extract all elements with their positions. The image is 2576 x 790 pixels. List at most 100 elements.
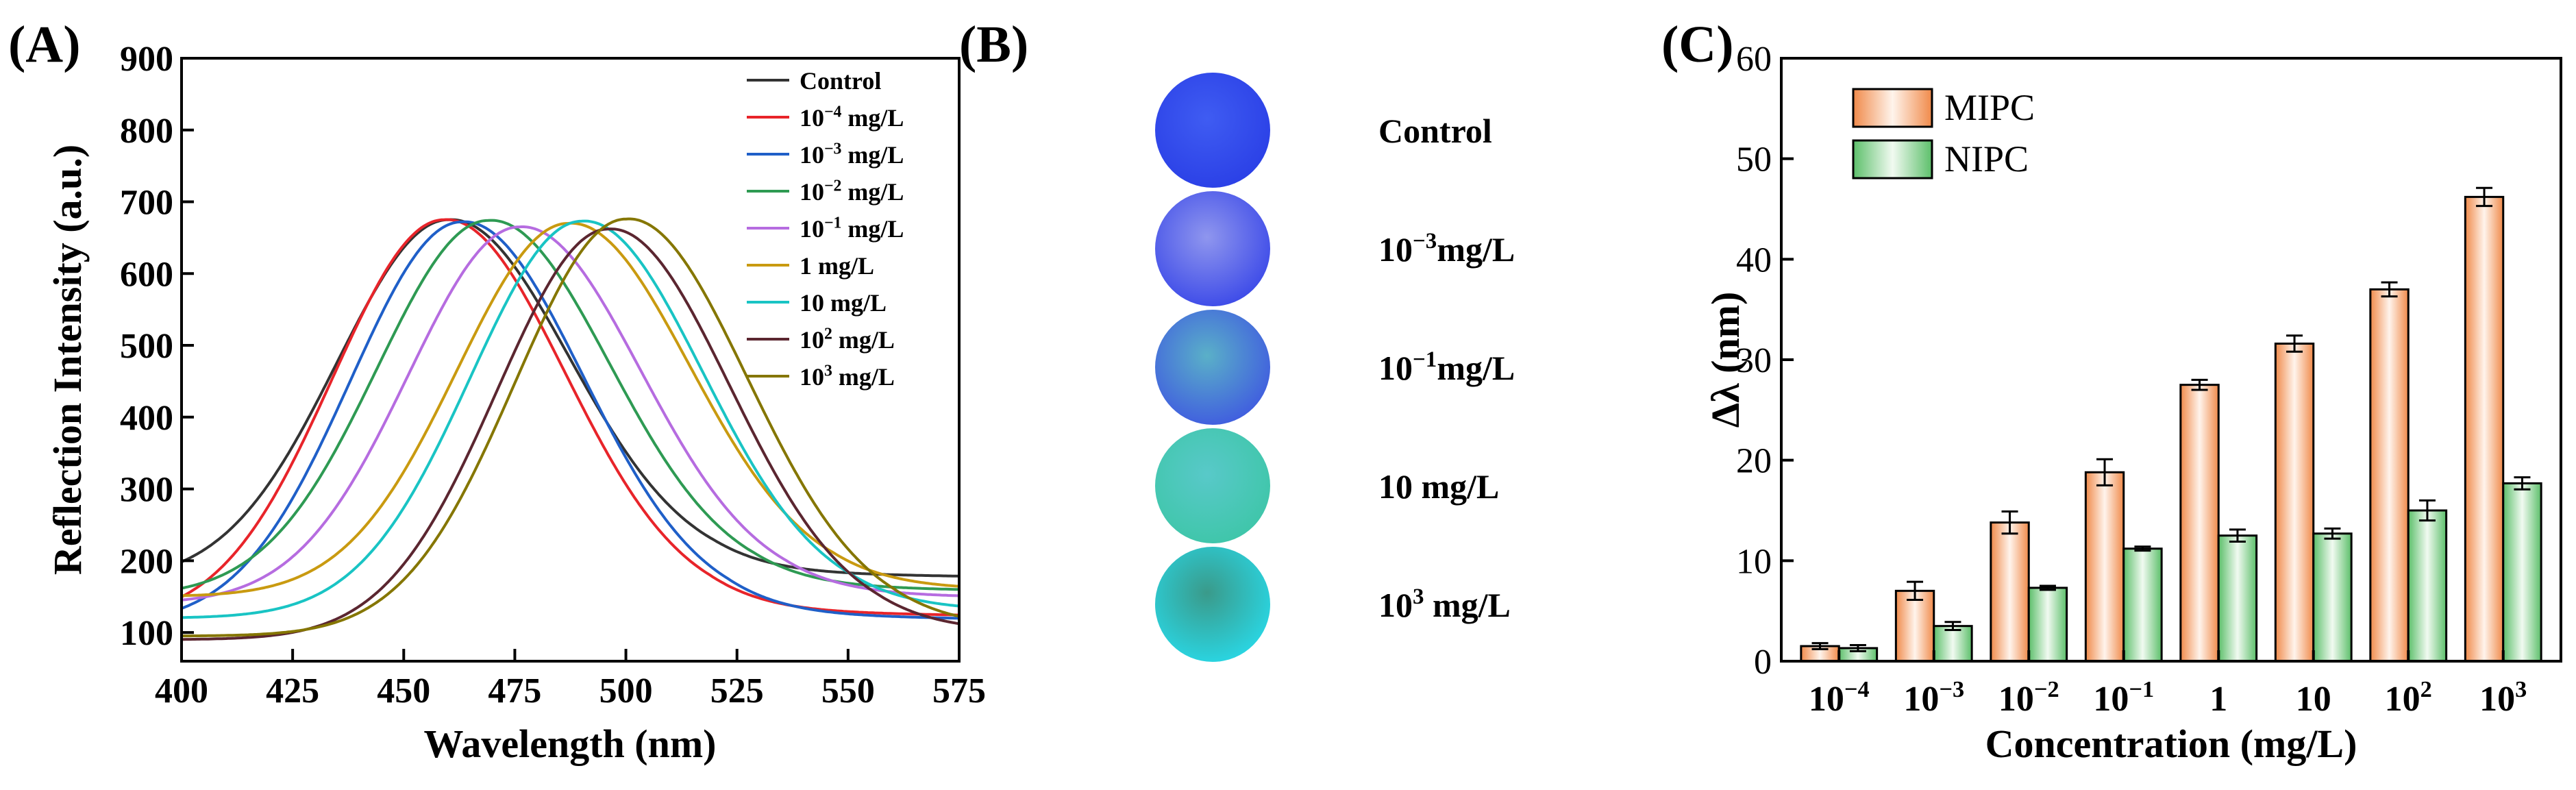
y-tick-label: 30 xyxy=(1736,341,1772,380)
x-tick-label-7: 103 xyxy=(2479,676,2527,719)
sample-image-0 xyxy=(1155,73,1270,188)
legend-entry-0: Control xyxy=(800,67,881,95)
legend-entry-nipc: NIPC xyxy=(1944,138,2029,180)
y-tick-label: 800 xyxy=(120,112,173,151)
y-axis-label: Δλ (nm) xyxy=(1703,292,1748,428)
legend: Control 10−4 mg/L 10−3 mg/L 10−2 mg/L 10−1 m… xyxy=(747,67,904,391)
x-axis-label: Wavelength (nm) xyxy=(424,721,717,766)
error-bar-nipc-3 xyxy=(2134,545,2151,552)
line-series-group xyxy=(181,217,960,641)
error-bar-mipc-7 xyxy=(2476,186,2493,208)
y-tick-label: 600 xyxy=(120,255,173,294)
x-tick-label-2: 10−2 xyxy=(1998,676,2059,719)
y-tick-label: 700 xyxy=(120,184,173,223)
error-bar-nipc-7 xyxy=(2514,476,2531,491)
y-tick-label: 100 xyxy=(120,614,173,653)
x-axis-ticks: 400 425 450 475 500 525 550 575 xyxy=(155,649,986,711)
y-axis-ticks: 0 10 20 30 40 50 60 xyxy=(1736,40,1794,682)
plot-frame xyxy=(180,57,961,663)
legend-entry-5: 1 mg/L xyxy=(800,252,874,280)
x-tick-label: 475 xyxy=(488,671,541,711)
series-line-8 xyxy=(182,217,960,638)
legend-entry-7: 102 mg/L xyxy=(800,325,895,354)
bar-nipc-5 xyxy=(2312,532,2353,663)
x-tick-label: 525 xyxy=(710,671,764,711)
series-line-4 xyxy=(181,225,960,602)
x-tick-label-5: 10 xyxy=(2296,680,2331,719)
sample-label-4: 103 mg/L xyxy=(1378,584,1511,624)
legend-entry-mipc: MIPC xyxy=(1944,87,2035,128)
legend-entry-6: 10 mg/L xyxy=(800,289,887,317)
series-line-0 xyxy=(181,218,960,578)
error-bar-nipc-0 xyxy=(1849,644,1866,652)
y-tick-label: 10 xyxy=(1736,542,1772,581)
x-tick-label-6: 102 xyxy=(2385,676,2432,719)
sample-image-4 xyxy=(1155,547,1270,662)
bar-mipc-6 xyxy=(2369,288,2410,663)
x-tick-label-1: 10−3 xyxy=(1903,676,1964,719)
error-bar-mipc-4 xyxy=(2191,378,2208,391)
bar-nipc-4 xyxy=(2217,534,2258,663)
error-bar-nipc-2 xyxy=(2039,584,2056,591)
x-tick-label-4: 1 xyxy=(2209,680,2227,719)
x-tick-label: 400 xyxy=(155,671,208,711)
sample-image-1 xyxy=(1155,191,1270,306)
legend-entry-1: 10−4 mg/L xyxy=(800,103,904,132)
x-axis-label: Concentration (mg/L) xyxy=(1985,721,2357,766)
error-bar-nipc-4 xyxy=(2229,528,2246,543)
bar-mipc-1 xyxy=(1894,589,1935,663)
y-tick-label: 50 xyxy=(1736,140,1772,180)
sample-label-1: 10−3mg/L xyxy=(1378,229,1515,269)
panel-label-a: (A) xyxy=(8,16,81,73)
legend-entry-4: 10−1 mg/L xyxy=(800,214,904,243)
image-strip-panel: Control 10−3mg/L 10−1mg/L 10 mg/L 103 mg/L xyxy=(1155,73,1515,662)
x-tick-label: 575 xyxy=(932,671,986,711)
bar-nipc-3 xyxy=(2122,547,2163,663)
y-tick-label: 20 xyxy=(1736,442,1772,481)
sample-label-2: 10−1mg/L xyxy=(1378,347,1515,387)
sample-label-3: 10 mg/L xyxy=(1378,467,1499,506)
x-tick-label: 450 xyxy=(377,671,430,711)
series-line-6 xyxy=(181,219,960,619)
error-bar-mipc-6 xyxy=(2381,281,2398,298)
legend: MIPC NIPC xyxy=(1852,87,2035,180)
error-bar-nipc-5 xyxy=(2324,527,2341,540)
series-line-1 xyxy=(181,218,959,617)
y-tick-label: 500 xyxy=(120,327,173,366)
error-bar-mipc-1 xyxy=(1907,580,1924,602)
bar-nipc-1 xyxy=(1933,625,1973,663)
panel-label-c: (C) xyxy=(1661,16,1734,73)
bar-nipc-6 xyxy=(2407,509,2448,663)
sample-image-3 xyxy=(1155,428,1270,543)
error-bar-nipc-6 xyxy=(2418,499,2436,522)
legend-entry-3: 10−2 mg/L xyxy=(800,177,904,206)
error-bar-mipc-2 xyxy=(2001,510,2018,535)
bar-series-group xyxy=(1800,186,2542,663)
y-tick-label: 300 xyxy=(120,471,173,510)
legend-swatch-nipc xyxy=(1852,139,1933,180)
line-chart-panel: 100 200 300 400 500 600 700 800 900 400 425 450 475… xyxy=(45,40,986,766)
legend-swatch-mipc xyxy=(1852,88,1933,128)
y-tick-label: 900 xyxy=(120,40,173,79)
x-tick-label-3: 10−1 xyxy=(2093,676,2154,719)
y-tick-label: 200 xyxy=(120,542,173,581)
bar-mipc-4 xyxy=(2179,384,2220,663)
bar-mipc-5 xyxy=(2274,343,2315,663)
bar-nipc-7 xyxy=(2502,482,2542,663)
error-bar-nipc-1 xyxy=(1944,621,1961,632)
y-tick-label: 60 xyxy=(1736,40,1772,79)
x-tick-label: 500 xyxy=(599,671,653,711)
error-bar-mipc-5 xyxy=(2286,334,2303,353)
sample-image-2 xyxy=(1155,310,1270,425)
y-tick-label: 40 xyxy=(1736,240,1772,280)
y-tick-label: 0 xyxy=(1754,643,1772,682)
series-line-2 xyxy=(181,220,959,620)
y-tick-label: 400 xyxy=(120,399,173,438)
x-tick-label: 550 xyxy=(821,671,875,711)
error-bar-mipc-0 xyxy=(1811,642,1829,650)
bar-mipc-7 xyxy=(2464,195,2505,663)
panel-label-b: (B) xyxy=(959,16,1028,73)
sample-label-0: Control xyxy=(1378,112,1492,150)
